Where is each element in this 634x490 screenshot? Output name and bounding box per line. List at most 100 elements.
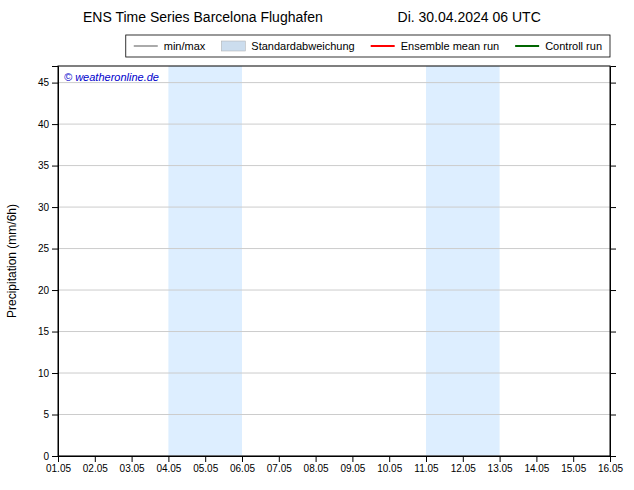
y-tick-right — [610, 332, 616, 333]
x-tick-label: 03.05 — [120, 463, 145, 474]
x-tick-mark — [500, 456, 501, 462]
x-tick: 05.05 — [193, 456, 218, 474]
y-tick-label: 15 — [38, 326, 50, 337]
x-tick-mark — [168, 456, 169, 462]
grid-line — [58, 248, 610, 249]
x-tick: 06.05 — [230, 456, 255, 474]
y-tick: 20 — [38, 285, 58, 296]
x-tick-label: 06.05 — [230, 463, 255, 474]
y-tick-mark-right — [610, 290, 616, 291]
y-tick-right — [610, 456, 616, 457]
grid-line — [58, 290, 610, 291]
x-tick-label: 01.05 — [46, 463, 71, 474]
x-tick: 16.05 — [598, 456, 623, 474]
y-tick-mark — [52, 124, 58, 125]
y-axis-title: Precipitation (mm/6h) — [5, 204, 19, 318]
x-tick-label: 08.05 — [304, 463, 329, 474]
y-tick-mark-right — [610, 373, 616, 374]
x-tick-mark — [132, 456, 133, 462]
y-tick: 25 — [38, 243, 58, 254]
legend-swatch — [371, 45, 395, 47]
x-tick-mark — [316, 456, 317, 462]
y-tick-mark — [52, 249, 58, 250]
y-tick-label: 45 — [38, 77, 50, 88]
y-tick-mark-right — [610, 83, 616, 84]
x-tick: 02.05 — [83, 456, 108, 474]
x-tick-mark — [536, 456, 537, 462]
x-tick: 01.05 — [46, 456, 71, 474]
legend-swatch — [515, 45, 539, 47]
title: ENS Time Series Barcelona Flughafen — [83, 9, 323, 25]
x-tick-mark — [463, 456, 464, 462]
y-tick: 35 — [38, 160, 58, 171]
x-tick-mark — [426, 456, 427, 462]
grid-line — [58, 414, 610, 415]
y-tick-label: 30 — [38, 202, 50, 213]
x-tick: 11.05 — [414, 456, 439, 474]
x-tick-label: 09.05 — [340, 463, 365, 474]
x-tick-mark — [205, 456, 206, 462]
grid-line — [58, 165, 610, 166]
grid-line — [58, 124, 610, 125]
y-tick-mark — [52, 332, 58, 333]
x-tick: 04.05 — [156, 456, 181, 474]
y-tick-label: 5 — [43, 409, 49, 420]
y-tick-mark-right — [610, 124, 616, 125]
legend-item: Ensemble mean run — [371, 40, 499, 52]
y-tick-label: 20 — [38, 285, 50, 296]
y-tick: 5 — [43, 409, 58, 420]
y-tick: 45 — [38, 77, 58, 88]
x-tick: 08.05 — [304, 456, 329, 474]
y-tick-right — [610, 373, 616, 374]
y-axis: 0 5 10 15 20 25 30 35 40 45 — [38, 67, 59, 462]
plot-frame — [58, 66, 610, 456]
x-tick-mark — [95, 456, 96, 462]
x-tick-label: 15.05 — [561, 463, 586, 474]
y-tick-right — [610, 207, 616, 208]
legend-label: Ensemble mean run — [401, 40, 499, 52]
y-axis-right — [610, 67, 616, 457]
x-tick-mark — [352, 456, 353, 462]
y-tick-mark — [52, 166, 58, 167]
x-tick-label: 11.05 — [414, 463, 439, 474]
y-tick-right — [610, 124, 616, 125]
grid-line — [58, 207, 610, 208]
legend-swatch — [221, 41, 245, 51]
y-axis-right-line — [611, 67, 617, 457]
x-tick: 03.05 — [120, 456, 145, 474]
y-tick-mark — [52, 415, 58, 416]
x-tick: 07.05 — [267, 456, 292, 474]
x-tick-label: 13.05 — [488, 463, 513, 474]
grid — [58, 83, 610, 456]
y-tick-right — [610, 249, 616, 250]
y-tick-mark-right — [610, 332, 616, 333]
x-axis-line — [59, 457, 611, 463]
y-tick-mark — [52, 456, 58, 457]
x-tick: 13.05 — [488, 456, 513, 474]
x-axis: 01.05 02.05 03.05 04.05 05.05 06.05 07.05 08.05… — [46, 456, 623, 474]
legend-box — [126, 35, 610, 57]
y-tick-mark-right — [610, 415, 616, 416]
y-tick: 15 — [38, 326, 58, 337]
y-tick-mark — [52, 373, 58, 374]
y-tick: 40 — [38, 119, 58, 130]
plot: 01.05 02.05 03.05 04.05 05.05 06.05 07.05 08.05… — [38, 66, 624, 474]
x-tick-label: 02.05 — [83, 463, 108, 474]
legend: min/maxStandardabweichungEnsemble mean r… — [126, 35, 610, 57]
y-tick-right — [610, 290, 616, 291]
chart: ENS Time Series Barcelona FlughafenDi. 3… — [0, 0, 634, 490]
x-tick: 15.05 — [561, 456, 586, 474]
x-tick-mark — [389, 456, 390, 462]
y-tick: 10 — [38, 368, 58, 379]
y-tick-mark-right — [610, 456, 616, 457]
legend-label: Controll run — [545, 40, 602, 52]
y-tick: 30 — [38, 202, 58, 213]
x-tick-mark — [573, 456, 574, 462]
x-tick-label: 14.05 — [524, 463, 549, 474]
y-tick-label: 35 — [38, 160, 50, 171]
y-tick-label: 0 — [43, 451, 49, 462]
x-tick: 12.05 — [451, 456, 476, 474]
legend-swatch — [134, 45, 158, 47]
y-tick: 0 — [43, 451, 58, 462]
x-tick-label: 07.05 — [267, 463, 292, 474]
